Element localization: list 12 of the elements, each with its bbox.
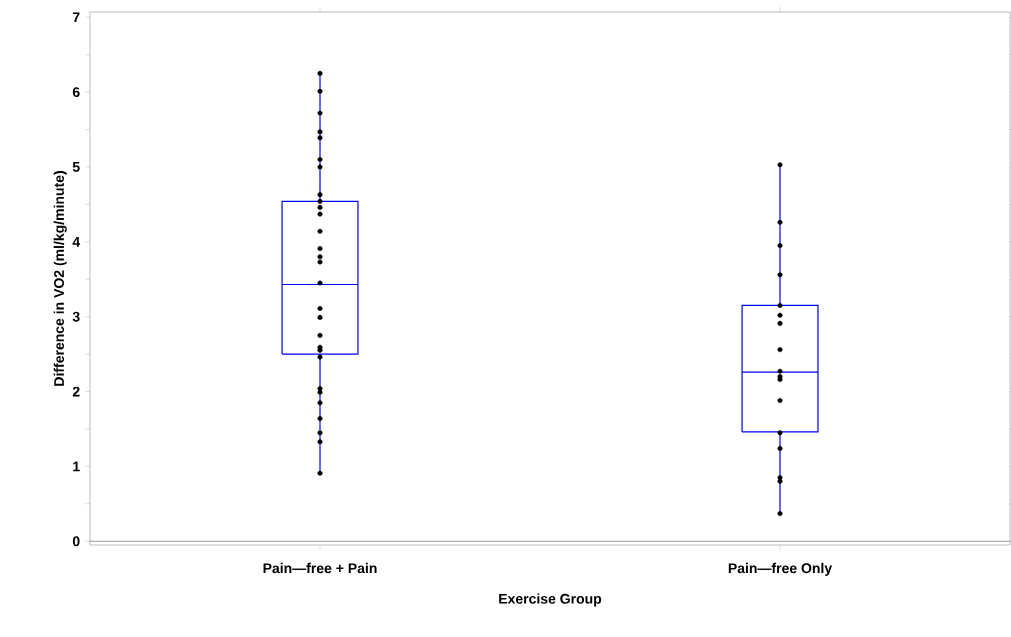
y-tick-label: 5 [72,162,80,172]
x-tick-label: Pain—free Only [728,562,833,576]
y-tick-label: 2 [72,386,80,397]
y-tick-label: 7 [72,12,80,23]
y-tick-label: 1 [73,461,80,472]
y-tick-label: 6 [72,87,80,98]
y-axis-title: Difference in VO2 (ml/kg/minute) [53,171,67,386]
y-tick-label: 0 [72,536,80,547]
y-tick-label: 3 [72,311,80,322]
x-axis-title: Exercise Group [499,593,602,607]
x-tick-label: Pain—free + Pain [263,562,377,574]
y-tick-label: 4 [72,237,81,247]
